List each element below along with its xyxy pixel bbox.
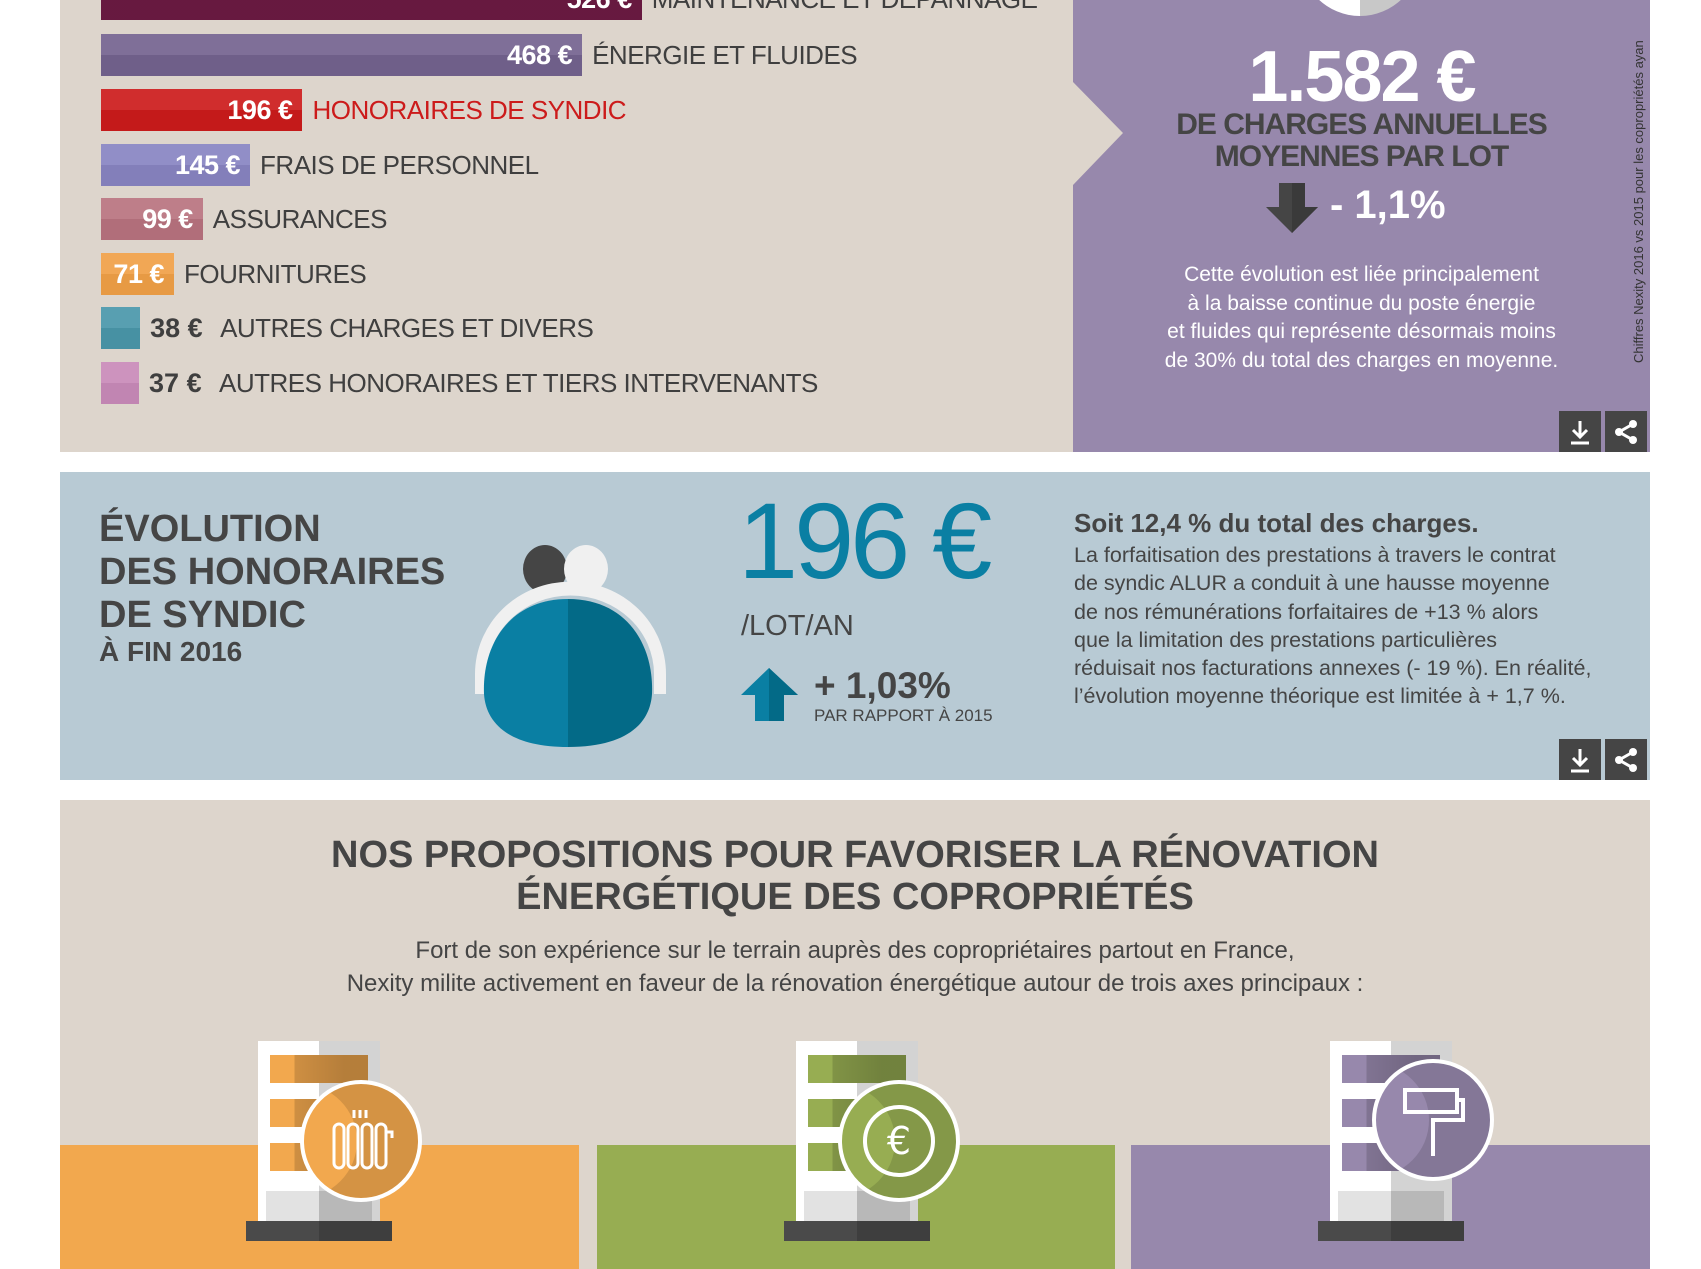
radiator-icon [300,1080,422,1202]
building-base [1318,1221,1464,1241]
bar-label: FRAIS DE PERSONNEL [260,150,539,180]
bar-0: 526 € [101,0,642,20]
title-line: DE SYNDIC [99,594,306,636]
text-line: réduisait nos facturations annexes (- 19… [1074,656,1592,681]
text-line: que la limitation des prestations partic… [1074,627,1498,652]
window [808,1055,906,1083]
bar-label: ASSURANCES [212,204,388,234]
honoraires-lead: Soit 12,4 % du total des charges. [1074,508,1479,538]
purse-icon [475,545,666,747]
honoraires-change-ref: PAR RAPPORT À 2015 [814,706,993,725]
arrow-down-icon [1266,183,1318,233]
pie-chart-icon [1319,0,1401,16]
download-button[interactable] [1559,411,1601,452]
text-line: de syndic ALUR a conduit à une hausse mo… [1074,571,1550,596]
share-icon [1615,747,1637,772]
text-line: de nos rémunérations forfaitaires de +13… [1074,599,1539,624]
summary-text-line: Cette évolution est liée principalement [1184,263,1539,286]
download-icon [1571,748,1589,772]
paint-roller-icon [1372,1059,1494,1181]
propositions-title: NOS PROPOSITIONS POUR FAVORISER LA RÉNOV… [60,834,1650,918]
share-button[interactable] [1605,411,1647,452]
bar-label: HONORAIRES DE SYNDIC [312,95,627,125]
summary-text-line: de 30% du total des charges en moyenne. [1164,348,1559,372]
propositions-intro: Fort de son expérience sur le terrain au… [60,934,1650,1000]
bar-5: 71 € [101,253,174,295]
intro-line: Nexity milite activement en faveur de la… [346,970,1364,997]
source-note: Chiffres Nexity 2016 vs 2015 pour les co… [1630,0,1650,363]
share-icon [1615,419,1637,444]
summary-panel: 1.582 € DE CHARGES ANNUELLES MOYENNES PA… [1073,0,1650,452]
bar-1: 468 € [101,34,582,76]
bar-2: 196 € [101,89,302,131]
download-icon [1571,420,1589,444]
summary-text-line: à la baisse continue du poste énergie [1187,291,1536,315]
summary-subtitle-2: MOYENNES PAR LOT [1214,140,1509,173]
text-line: l’évolution moyenne théorique est limité… [1074,684,1566,709]
honoraires-subtitle: À FIN 2016 [99,636,243,667]
building-base [784,1221,930,1241]
title-line: NOS PROPOSITIONS POUR FAVORISER LA RÉNOV… [331,834,1379,876]
arrow-up-icon [741,668,798,721]
honoraires-section: ÉVOLUTION DES HONORAIRES DE SYNDIC À FIN… [60,472,1650,780]
euro-icon: € [838,1080,960,1202]
summary-change: - 1,1% [1330,183,1446,227]
bar-3: 145 € [101,144,250,186]
summary-text-line: et fluides qui représente désormais moin… [1167,320,1556,343]
title-line: ÉVOLUTION [99,508,321,550]
building-base [246,1221,392,1241]
download-button[interactable] [1559,739,1601,780]
bar-6 [101,307,140,349]
window [270,1055,368,1083]
text-line: La forfaitisation des prestations à trav… [1074,543,1556,567]
bar-label: AUTRES HONORAIRES ET TIERS INTERVENANTS [219,368,818,398]
svg-text:€: € [887,1119,911,1163]
bar-label: FOURNITURES [183,259,367,289]
bar-4: 99 € [101,198,203,240]
honoraires-title: ÉVOLUTION DES HONORAIRES DE SYNDIC [99,508,445,637]
honoraires-text: La forfaitisation des prestations à trav… [1074,541,1591,711]
panel-pointer [1073,82,1123,185]
source-text: Chiffres Nexity 2016 vs 2015 pour les co… [1631,40,1646,363]
summary-subtitle-1: DE CHARGES ANNUELLES [1176,108,1548,141]
bar-label: AUTRES CHARGES ET DIVERS [220,313,594,343]
title-line: ÉNERGÉTIQUE DES COPROPRIÉTÉS [516,876,1194,918]
honoraires-unit: /LOT/AN [741,610,854,642]
bar-7 [101,362,139,404]
honoraires-change: + 1,03% [814,665,951,706]
total-charges: 1.582 € [1248,37,1476,117]
building-door [1338,1191,1444,1226]
honoraires-amount: 196 € [738,480,992,601]
summary-text: Cette évolution est liée principalement … [1073,261,1650,375]
bar-value: 37 € [149,368,202,398]
bar-label: MAINTENANCE ET DÉPANNAGE [652,0,1038,20]
intro-line: Fort de son expérience sur le terrain au… [415,937,1295,964]
bar-value: 38 € [150,313,203,343]
share-button[interactable] [1605,739,1647,780]
bar-label: ÉNERGIE ET FLUIDES [592,40,858,70]
title-line: DES HONORAIRES [99,551,446,593]
